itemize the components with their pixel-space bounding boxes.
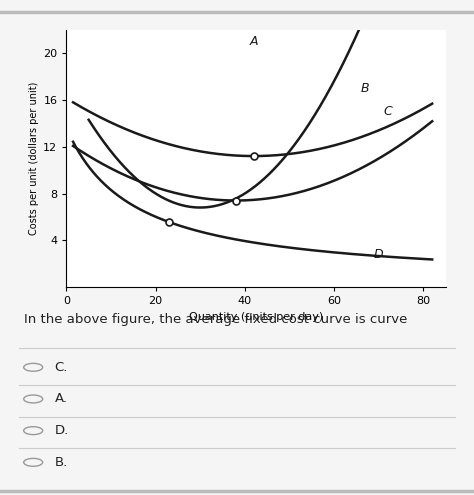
Text: B: B [361,82,370,95]
Y-axis label: Costs per unit (dollars per unit): Costs per unit (dollars per unit) [29,82,39,235]
Text: C.: C. [55,361,68,374]
Text: A.: A. [55,393,67,405]
X-axis label: Quantity (units per day): Quantity (units per day) [189,312,323,322]
Text: D.: D. [55,424,69,437]
Text: In the above figure, the average fixed cost curve is curve: In the above figure, the average fixed c… [24,313,407,326]
Text: D: D [374,248,383,261]
Text: C: C [383,105,392,118]
Text: A: A [249,35,258,48]
Text: B.: B. [55,456,68,469]
